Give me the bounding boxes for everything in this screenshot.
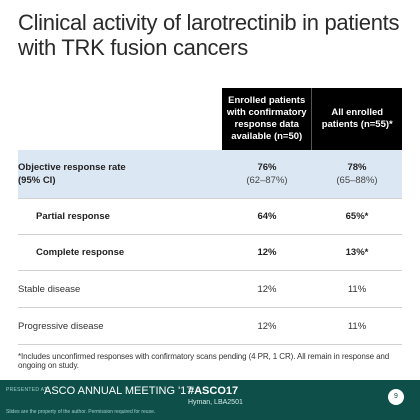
partial-response-col2: 65%* xyxy=(311,198,402,235)
orr-label-line2: (95% CI) xyxy=(18,175,56,186)
column-header-all-enrolled: All enrolled patients (n=55)* xyxy=(311,88,402,150)
footnote: *Includes unconfirmed responses with con… xyxy=(18,352,390,370)
footer-presenter: Hyman, LBA2501 xyxy=(188,399,243,406)
table-row-progressive-disease: Progressive disease 12% 11% xyxy=(18,307,402,345)
row-label-progressive-disease: Progressive disease xyxy=(18,307,222,345)
row-label-complete-response: Complete response xyxy=(18,234,222,271)
table-row-partial-response: Partial response 64% 65%* xyxy=(18,198,402,235)
orr-col2-ci: (65–88%) xyxy=(336,175,378,186)
stable-disease-col1: 12% xyxy=(221,270,312,308)
column-header-confirmatory: Enrolled patients with confirmatory resp… xyxy=(221,88,313,150)
partial-response-col1: 64% xyxy=(221,198,312,235)
complete-response-col1: 12% xyxy=(221,234,312,271)
table-row-objective-response-rate: Objective response rate (95% CI) 76% (62… xyxy=(18,150,402,199)
slide-title: Clinical activity of larotrectinib in pa… xyxy=(18,10,400,60)
results-table: Enrolled patients with confirmatory resp… xyxy=(18,88,402,345)
orr-col1-cell: 76% (62–87%) xyxy=(221,150,312,199)
footer-hashtag: #ASCO17 xyxy=(188,385,239,397)
progressive-disease-col2: 11% xyxy=(311,307,402,345)
footer-disclaimer: Slides are the property of the author. P… xyxy=(6,409,156,415)
orr-col1-value: 76% xyxy=(257,162,277,173)
row-label-orr: Objective response rate (95% CI) xyxy=(18,150,222,199)
header-empty-cell xyxy=(18,88,222,150)
footer-bar: PRESENTED AT: ASCO ANNUAL MEETING '17 #A… xyxy=(0,380,420,420)
orr-col1-ci: (62–87%) xyxy=(246,175,288,186)
row-label-partial-response: Partial response xyxy=(18,198,222,235)
table-row-complete-response: Complete response 12% 13%* xyxy=(18,234,402,271)
stable-disease-col2: 11% xyxy=(311,270,402,308)
table-header-row: Enrolled patients with confirmatory resp… xyxy=(18,88,402,150)
orr-col2-value: 78% xyxy=(347,162,367,173)
orr-col2-cell: 78% (65–88%) xyxy=(311,150,402,199)
row-label-stable-disease: Stable disease xyxy=(18,270,222,308)
footer-presented-at: PRESENTED AT: xyxy=(6,387,49,393)
table-row-stable-disease: Stable disease 12% 11% xyxy=(18,270,402,308)
progressive-disease-col1: 12% xyxy=(221,307,312,345)
asco-logo-icon: 9 xyxy=(388,389,404,405)
orr-label-line1: Objective response rate xyxy=(18,162,126,173)
complete-response-col2: 13%* xyxy=(311,234,402,271)
footer-meeting-name: ASCO ANNUAL MEETING '17 xyxy=(44,385,193,397)
